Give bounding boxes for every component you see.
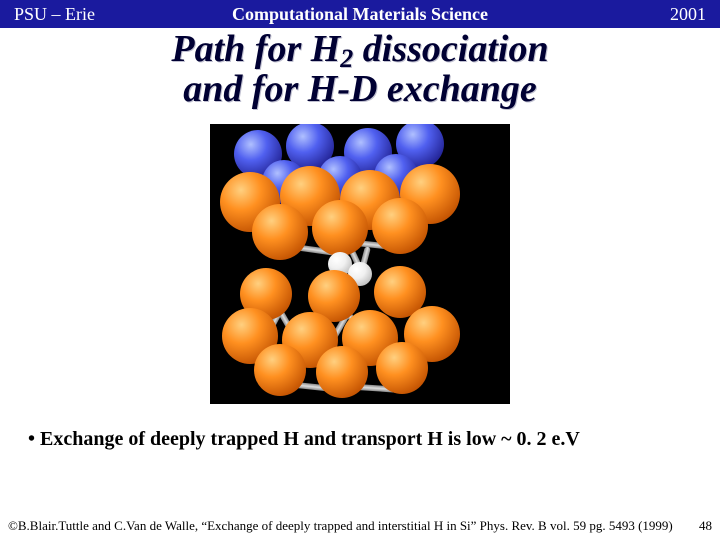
title-line1-post: dissociation [353, 28, 548, 70]
orange-atom [254, 344, 306, 396]
footer-citation: ©B.Blair.Tuttle and C.Van de Walle, “Exc… [8, 518, 691, 534]
header-bar: PSU – Erie Computational Materials Scien… [0, 0, 720, 28]
footer-page-number: 48 [699, 518, 712, 534]
header-center: Computational Materials Science [232, 4, 488, 25]
title-subscript: 2 [340, 44, 353, 73]
footer: ©B.Blair.Tuttle and C.Van de Walle, “Exc… [0, 518, 720, 534]
header-left: PSU – Erie [14, 4, 95, 25]
orange-atom [252, 204, 308, 260]
orange-atom [312, 200, 368, 256]
orange-atom [372, 198, 428, 254]
orange-atom [316, 346, 368, 398]
slide-title: Path for H2 dissociation and for H-D exc… [0, 30, 720, 110]
title-line2: and for H-D exchange [0, 70, 720, 110]
molecule-figure [210, 124, 510, 404]
orange-atom [376, 342, 428, 394]
header-right: 2001 [670, 4, 706, 25]
title-line1-pre: Path for H [171, 28, 340, 70]
bullet-text: • Exchange of deeply trapped H and trans… [28, 428, 692, 451]
